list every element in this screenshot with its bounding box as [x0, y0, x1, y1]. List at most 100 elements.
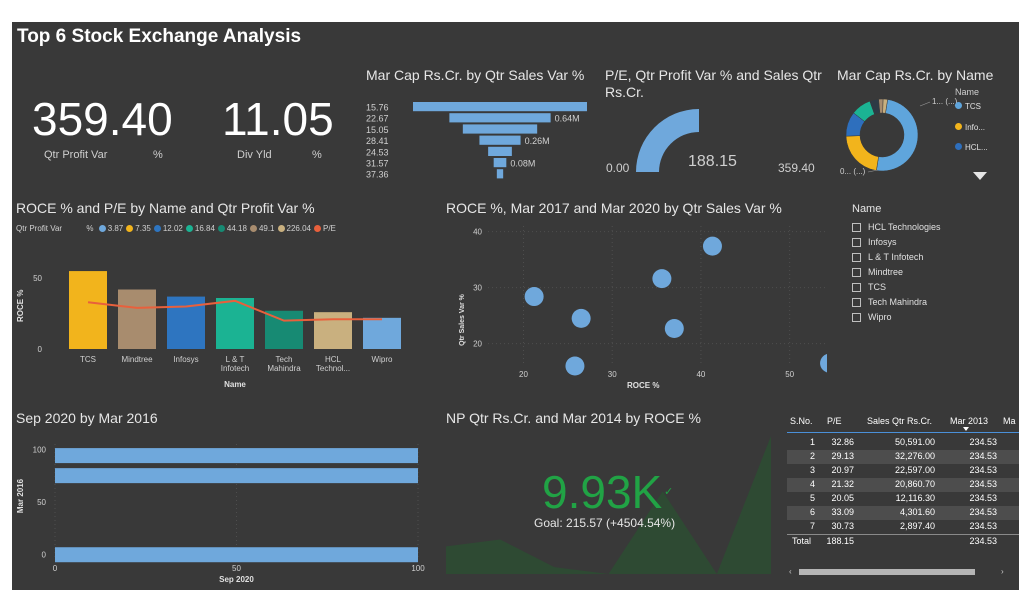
funnel-bar[interactable] — [488, 146, 512, 156]
th-pe[interactable]: P/E — [827, 416, 842, 426]
funnel-category-label: 15.05 — [366, 125, 389, 135]
scatter-point[interactable] — [652, 269, 672, 289]
hbar-bar[interactable] — [55, 448, 418, 464]
funnel-bar[interactable] — [462, 124, 538, 134]
scrollbar-thumb[interactable] — [799, 569, 975, 575]
funnel-bar[interactable] — [413, 102, 587, 112]
hbar-bar[interactable] — [55, 547, 418, 563]
scatter-y-tick: 20 — [473, 340, 482, 349]
roce-legend-item[interactable]: 12.02 — [153, 224, 183, 233]
donut-slice[interactable] — [882, 98, 888, 114]
kpi-div-yld-label: Div Yld — [237, 149, 272, 161]
hbar-x-tick: 50 — [232, 564, 241, 573]
scatter-point[interactable] — [524, 287, 544, 307]
legend-dot-icon — [185, 225, 193, 232]
donut-chart[interactable]: 1... (...) 0... (...) — [832, 94, 1017, 184]
donut-slice[interactable] — [845, 135, 879, 171]
checkbox[interactable] — [852, 312, 861, 322]
table-cell: 234.53 — [969, 479, 997, 489]
table-cell: 234.53 — [969, 465, 997, 475]
donut-slice[interactable] — [876, 99, 919, 172]
hbar-bar[interactable] — [55, 468, 418, 484]
pe-line[interactable] — [87, 299, 382, 322]
roce-legend-item[interactable]: 226.04 — [277, 224, 311, 233]
checkbox[interactable] — [852, 222, 861, 232]
roce-legend-item[interactable]: 7.35 — [126, 224, 151, 233]
checkbox[interactable] — [852, 297, 861, 307]
roce-legend-item[interactable]: 44.18 — [217, 224, 247, 233]
kpi-profit-var-card[interactable]: 359.40 Qtr Profit Var % — [22, 92, 192, 172]
donut-title: Mar Cap Rs.Cr. by Name — [837, 67, 994, 83]
th-sno[interactable]: S.No. — [790, 416, 813, 426]
gauge-title: P/E, Qtr Profit Var % and Sales Qtr Rs.C… — [605, 67, 822, 100]
donut-legend-title: Name — [955, 87, 980, 97]
slicer-option[interactable]: TCS — [852, 280, 886, 294]
scatter-point[interactable] — [702, 236, 722, 256]
roce-x-axis-title: Name — [224, 380, 246, 389]
table-row[interactable]: 7 30.73 2,897.40 234.53 — [787, 520, 1019, 534]
scatter-x-tick: 50 — [785, 370, 794, 379]
roce-legend-item[interactable]: 49.1 — [249, 224, 275, 233]
table-row[interactable]: 1 32.86 50,591.00 234.53 — [787, 436, 1019, 450]
scatter-y-tick: 30 — [473, 284, 482, 293]
kpi-div-yld-card[interactable]: 11.05 Div Yld % — [212, 92, 342, 172]
slicer-option[interactable]: Infosys — [852, 235, 897, 249]
checkbox[interactable] — [852, 267, 861, 277]
slicer-option[interactable]: Tech Mahindra — [852, 295, 927, 309]
check-icon: ✓ — [664, 486, 674, 498]
slicer-option[interactable]: Wipro — [852, 310, 892, 324]
scatter-point[interactable] — [571, 308, 591, 328]
th-mar-next[interactable]: Ma — [1003, 416, 1016, 426]
table-row[interactable]: 5 20.05 12,116.30 234.53 — [787, 492, 1019, 506]
slicer-option[interactable]: Mindtree — [852, 265, 903, 279]
roce-chart[interactable]: ROCE % 50 0 TCS Mindtree Infosys L & TInfotech… — [12, 244, 422, 394]
slicer-option[interactable]: L & T Infotech — [852, 250, 923, 264]
scatter-x-tick: 20 — [519, 370, 528, 379]
roce-bar[interactable] — [69, 271, 107, 349]
gauge-chart[interactable]: 0.00 188.15 359.40 — [600, 100, 820, 180]
legend-scroll-down-icon[interactable] — [973, 172, 987, 180]
scatter-point[interactable] — [820, 354, 827, 373]
scroll-right-icon[interactable]: › — [1001, 567, 1004, 576]
scroll-left-icon[interactable]: ‹ — [789, 567, 792, 576]
table-row[interactable]: 2 29.13 32,276.00 234.53 — [787, 450, 1019, 464]
donut-legend-item[interactable]: TCS — [955, 102, 981, 111]
table-row[interactable]: 4 21.32 20,860.70 234.53 — [787, 478, 1019, 492]
funnel-bar[interactable] — [496, 169, 504, 179]
table-cell: 234.53 — [969, 507, 997, 517]
funnel-bar[interactable] — [493, 158, 507, 168]
scatter-x-tick: 30 — [608, 370, 617, 379]
funnel-bar[interactable] — [449, 113, 551, 123]
roce-bar[interactable] — [363, 317, 401, 349]
funnel-bar[interactable] — [479, 135, 521, 145]
checkbox[interactable] — [852, 282, 861, 292]
roce-legend-item[interactable]: 3.87 — [98, 224, 123, 233]
table-horizontal-scrollbar[interactable]: ‹ › — [787, 568, 1009, 576]
scatter-chart[interactable]: 40 30 20 20 30 40 50 Qtr Sales Var % ROCE % — [442, 220, 827, 392]
roce-bar[interactable] — [265, 310, 303, 349]
scatter-point[interactable] — [664, 318, 684, 338]
gauge-min-label: 0.00 — [606, 161, 630, 175]
roce-bar[interactable] — [314, 312, 352, 349]
roce-legend-item[interactable]: P/E — [313, 224, 336, 233]
roce-bar[interactable] — [118, 289, 156, 350]
slicer-option[interactable]: HCL Technologies — [852, 220, 941, 234]
donut-legend-item[interactable]: Info... — [955, 123, 985, 132]
checkbox[interactable] — [852, 252, 861, 262]
hbar-y-tick: 50 — [37, 498, 46, 507]
th-sales[interactable]: Sales Qtr Rs.Cr. — [867, 416, 933, 426]
np-area-chart[interactable] — [446, 432, 771, 574]
roce-chart-title: ROCE % and P/E by Name and Qtr Profit Va… — [16, 200, 315, 216]
th-mar2013[interactable]: Mar 2013 — [950, 416, 989, 426]
scatter-y-tick: 40 — [473, 228, 482, 237]
donut-legend-item[interactable]: HCL... — [955, 143, 988, 152]
table-row[interactable]: 6 33.09 4,301.60 234.53 — [787, 506, 1019, 520]
checkbox[interactable] — [852, 237, 861, 247]
hbar-y-tick: 100 — [33, 445, 47, 454]
donut-label-top: 1... (...) — [932, 97, 958, 106]
roce-legend-item[interactable]: 16.84 — [185, 224, 215, 233]
hbar-chart[interactable]: 100 50 00 50 100 Mar 2016 Sep 2020 — [12, 434, 432, 590]
table-row[interactable]: 3 20.97 22,597.00 234.53 — [787, 464, 1019, 478]
scatter-point[interactable] — [565, 356, 585, 376]
